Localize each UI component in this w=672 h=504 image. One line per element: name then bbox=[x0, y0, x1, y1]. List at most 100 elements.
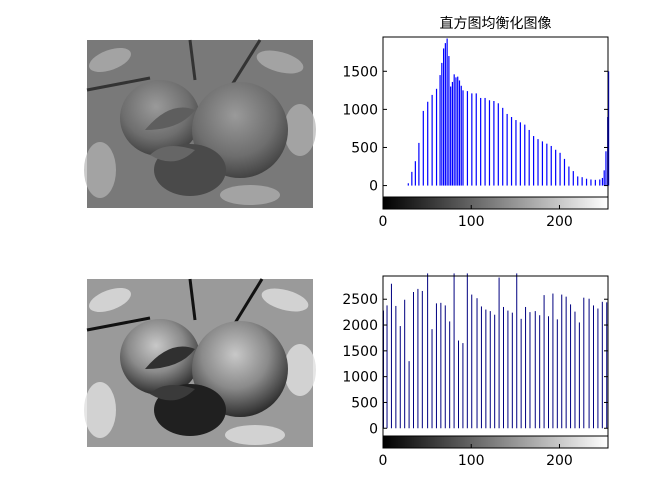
histogram-bar bbox=[529, 312, 531, 429]
histogram-bar bbox=[593, 305, 594, 429]
histogram-bar bbox=[471, 294, 473, 429]
histogram-bar bbox=[404, 299, 406, 429]
histogram-bar bbox=[520, 318, 522, 429]
histogram-bar bbox=[577, 176, 579, 186]
histogram-bar bbox=[446, 38, 448, 186]
histogram-bar bbox=[555, 149, 557, 186]
histogram-bar bbox=[408, 361, 410, 429]
histogram-bar bbox=[395, 305, 397, 429]
histogram-equalized-top: 0 500 1000 1500 0 100 200 直方图均衡化图像 bbox=[342, 15, 610, 230]
x-tick-label: 200 bbox=[546, 214, 573, 230]
histogram-bar bbox=[572, 171, 574, 186]
histogram-bar bbox=[431, 329, 433, 429]
histogram-bar bbox=[503, 306, 504, 429]
histogram-bar bbox=[417, 288, 419, 429]
histogram-bar bbox=[552, 293, 554, 429]
histogram-bar bbox=[431, 94, 433, 186]
histogram-bar bbox=[455, 77, 457, 186]
histogram-bar bbox=[565, 296, 567, 429]
histogram-bar bbox=[435, 303, 437, 429]
histogram-bar bbox=[494, 314, 496, 429]
histogram-bar bbox=[466, 91, 469, 186]
histogram-bar bbox=[471, 93, 473, 186]
x-tick-label: 100 bbox=[458, 214, 485, 230]
histogram-bar bbox=[399, 326, 401, 429]
histogram-bar bbox=[507, 310, 509, 429]
y-tick-label: 2500 bbox=[342, 292, 378, 308]
histogram-bar bbox=[506, 113, 508, 186]
grayscale-colorbar bbox=[382, 196, 609, 210]
histogram-bar bbox=[443, 48, 445, 186]
histogram-bar bbox=[480, 306, 482, 429]
histogram-bar bbox=[539, 315, 541, 429]
histogram-bar bbox=[603, 170, 605, 186]
histogram-bar bbox=[444, 43, 446, 186]
y-tick-label: 500 bbox=[351, 395, 378, 411]
histogram-bar bbox=[528, 129, 530, 186]
histogram-bar bbox=[543, 295, 545, 429]
histogram-bar bbox=[407, 183, 409, 186]
histogram-bar bbox=[453, 74, 455, 186]
histogram-bar bbox=[497, 103, 499, 186]
histogram-bar bbox=[585, 178, 588, 186]
original-apple-image bbox=[84, 39, 316, 208]
histogram-bar bbox=[422, 110, 424, 186]
histogram-bar bbox=[515, 120, 517, 186]
histogram-bar bbox=[578, 322, 580, 429]
histogram-bar bbox=[485, 309, 487, 429]
histogram-bar bbox=[568, 166, 570, 186]
histogram-bar bbox=[462, 90, 464, 186]
histogram-bar bbox=[413, 292, 414, 429]
histogram-bar bbox=[583, 297, 585, 429]
x-tick-label: 0 bbox=[379, 453, 388, 469]
histogram-bar bbox=[453, 273, 455, 429]
histogram-bar bbox=[386, 305, 388, 429]
histogram-bar bbox=[444, 305, 446, 429]
histogram-bar bbox=[550, 145, 552, 186]
histogram-bar bbox=[418, 142, 420, 186]
histogram-bar bbox=[458, 80, 461, 186]
y-tick-label: 0 bbox=[369, 421, 378, 437]
histogram-bar bbox=[466, 273, 468, 429]
histogram-bar bbox=[594, 179, 596, 186]
y-tick-label: 1000 bbox=[342, 370, 378, 386]
histogram-bar bbox=[605, 151, 607, 186]
histogram-bar bbox=[510, 117, 513, 186]
histogram-bar bbox=[439, 75, 441, 186]
histogram-bar bbox=[427, 101, 429, 186]
y-tick-label: 2000 bbox=[342, 318, 378, 334]
histogram-bar bbox=[414, 161, 416, 186]
histogram-bar bbox=[498, 277, 500, 429]
histogram-bar bbox=[421, 290, 423, 429]
histogram-bar bbox=[440, 302, 442, 429]
histogram-bar bbox=[411, 171, 413, 186]
axes-frame bbox=[382, 36, 609, 198]
histogram-bar bbox=[462, 343, 464, 429]
histogram-bar bbox=[511, 312, 513, 429]
histogram-bar bbox=[608, 71, 610, 186]
histogram-bar bbox=[457, 76, 459, 186]
histogram-bar bbox=[601, 301, 603, 429]
histogram-bar bbox=[484, 97, 486, 186]
histogram-bar bbox=[516, 273, 518, 429]
histogram-bar bbox=[570, 304, 572, 429]
histogram-bar bbox=[489, 311, 491, 429]
histogram-bar bbox=[449, 321, 451, 429]
histogram-bar bbox=[451, 81, 454, 186]
equalized-apple-image bbox=[84, 278, 316, 447]
histogram-bar bbox=[390, 283, 392, 429]
histogram-bar bbox=[480, 97, 482, 186]
histogram-bar bbox=[534, 311, 536, 429]
histogram-bar bbox=[427, 273, 429, 429]
histogram-bar bbox=[435, 88, 438, 186]
histogram-bar bbox=[488, 100, 491, 186]
grayscale-colorbar bbox=[382, 435, 609, 449]
histogram-bar bbox=[606, 302, 608, 429]
histogram-bar bbox=[476, 298, 478, 429]
histogram-bar bbox=[493, 101, 495, 186]
x-tick-label: 200 bbox=[546, 453, 573, 469]
y-tick-label: 0 bbox=[369, 179, 378, 195]
histogram-bar bbox=[559, 152, 561, 186]
x-tick-label: 0 bbox=[379, 214, 388, 230]
